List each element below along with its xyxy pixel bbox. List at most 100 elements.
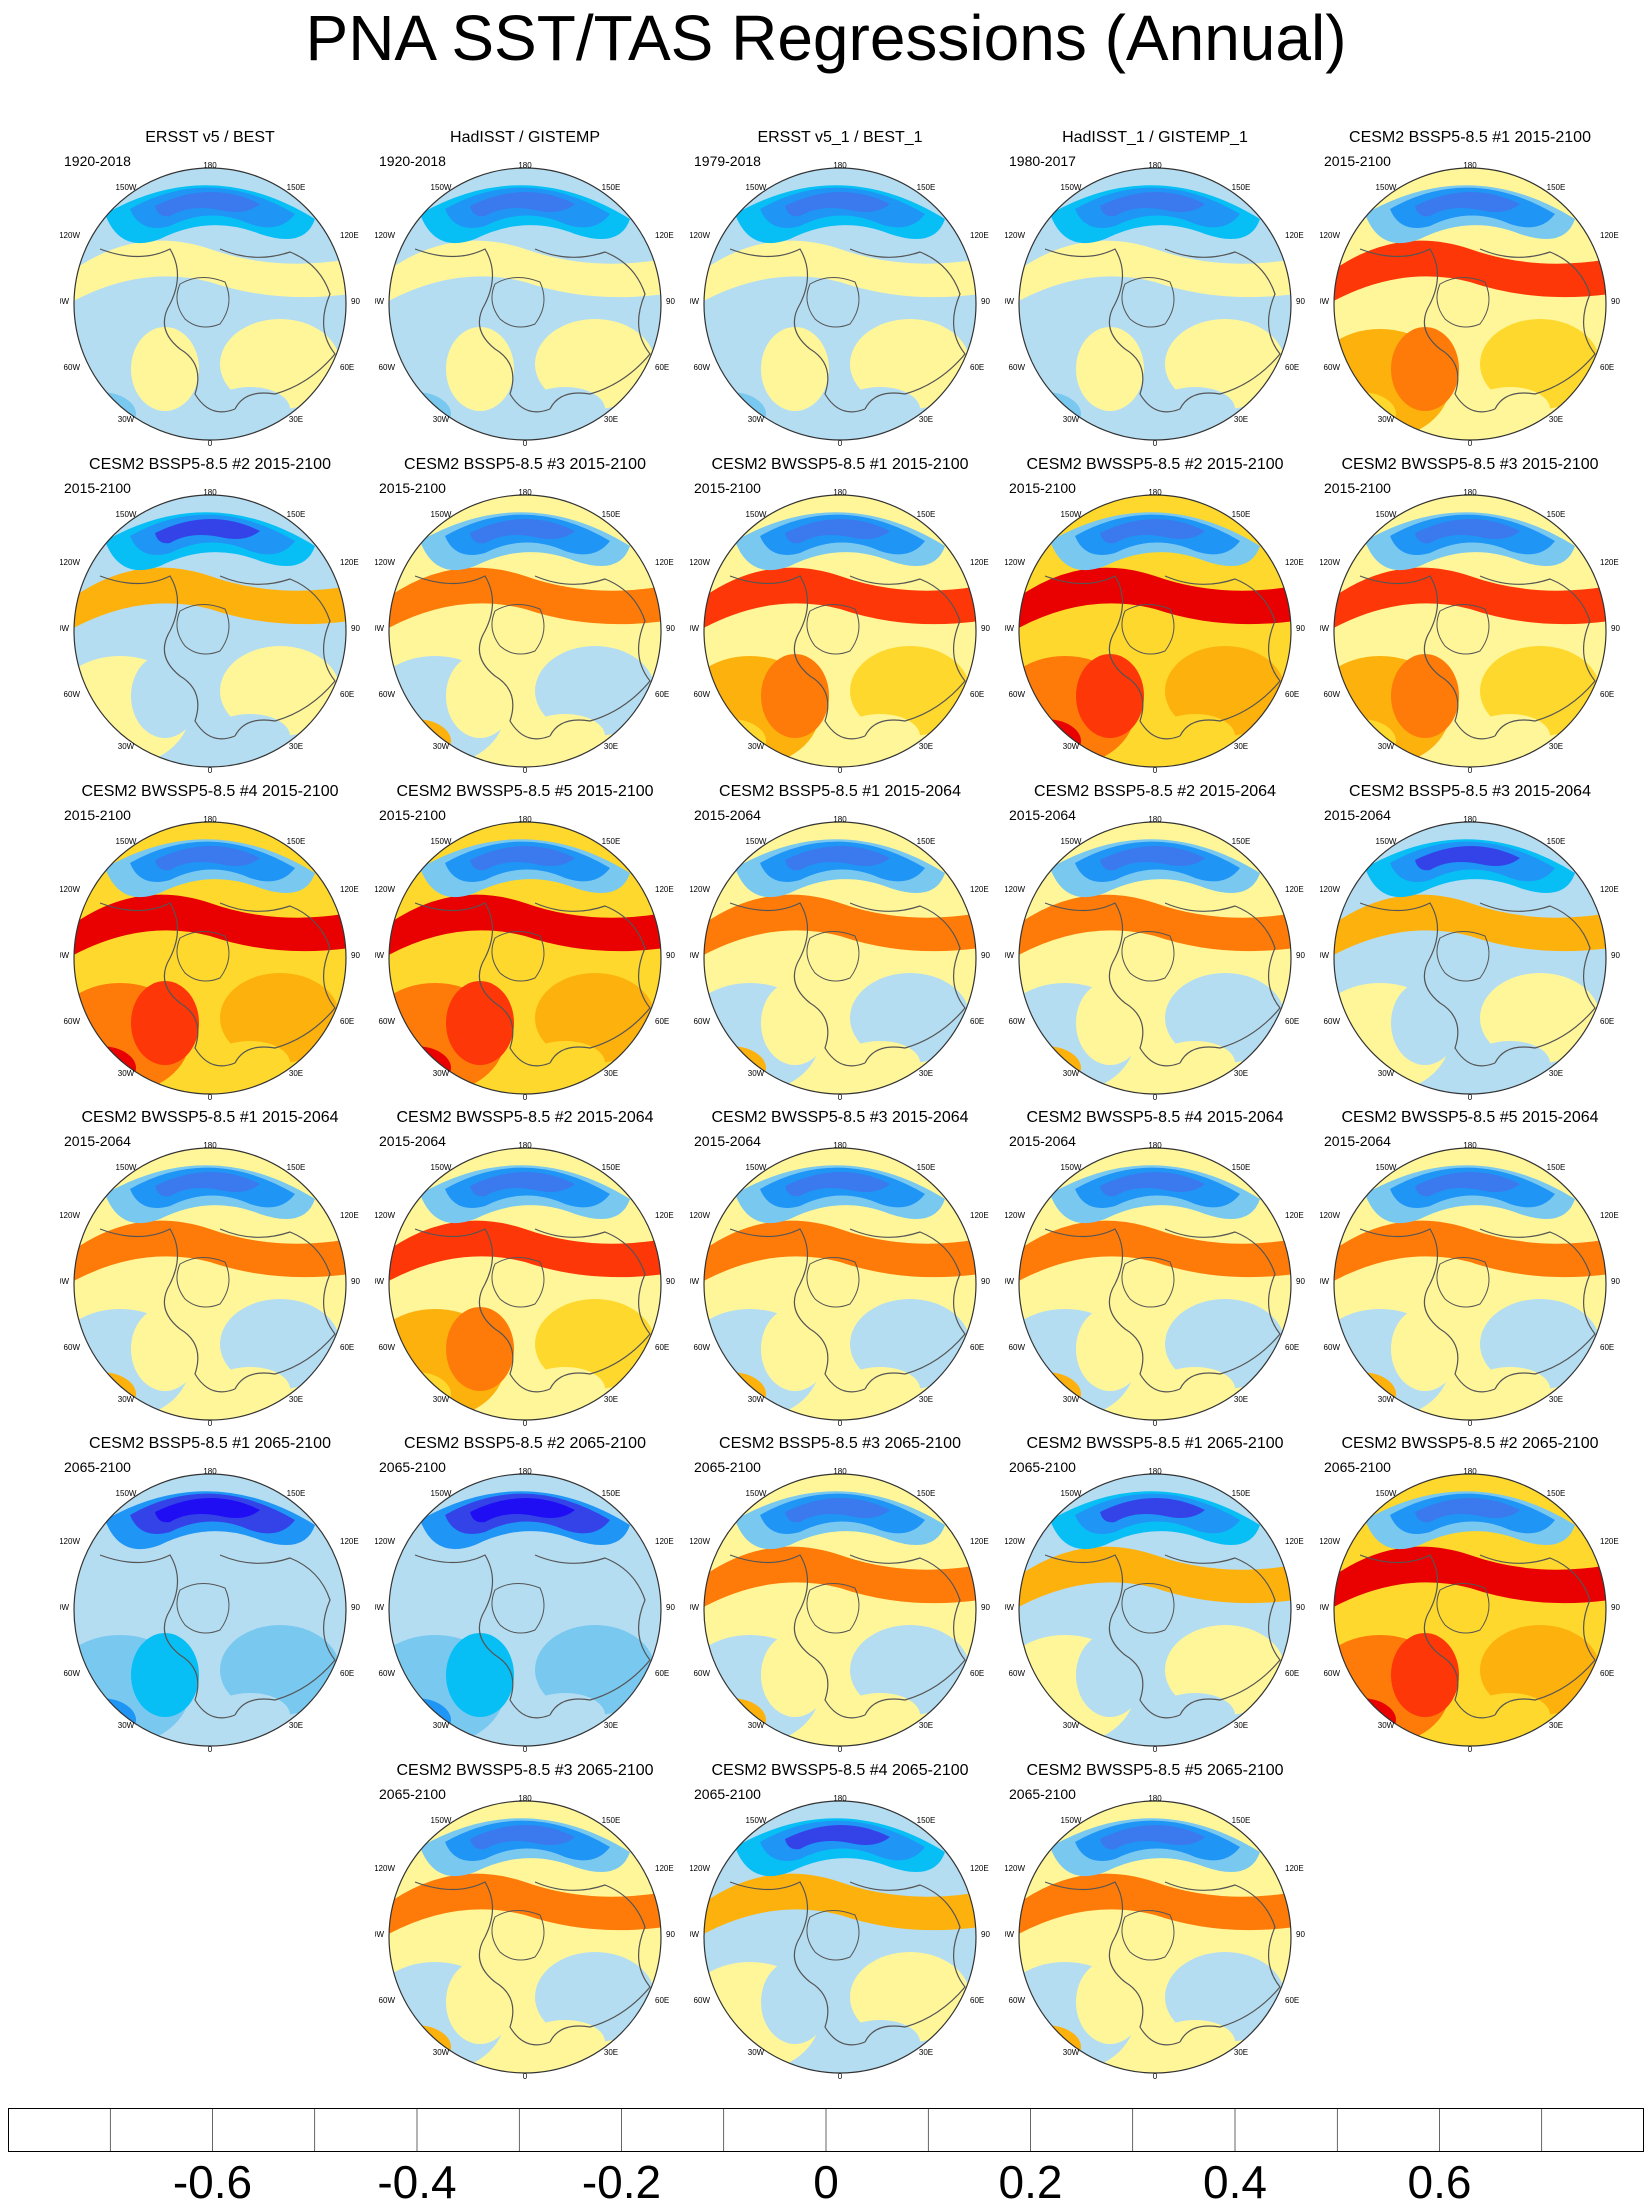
panel-title: CESM2 BSSP5-8.5 #3 2015-2064 — [1349, 783, 1591, 800]
coastline-americas — [414, 1228, 551, 1393]
longitude-label: 60W — [694, 1017, 711, 1026]
longitude-label: 150E — [287, 1489, 306, 1498]
longitude-label: 60E — [970, 1017, 984, 1026]
longitude-label: 180 — [1148, 815, 1162, 824]
longitude-label: 120E — [1285, 1537, 1304, 1546]
coastline-americas — [1359, 1554, 1496, 1719]
polar-map: 180 150E 120E 90E 60E 30E 0 30W 60W 90W 120W 150W — [60, 815, 360, 1102]
pacific-arc-core — [470, 1171, 575, 1197]
longitude-label: 150E — [1232, 1489, 1251, 1498]
longitude-label: 150W — [431, 510, 452, 519]
longitude-label: 0 — [838, 1419, 843, 1428]
longitude-label: 0 — [208, 1745, 213, 1754]
map-panel: CESM2 BWSSP5-8.5 #3 2015-2064 2015-2064 18… — [690, 1108, 990, 1434]
longitude-label: 120W — [690, 1537, 710, 1546]
coastline-arctic — [1121, 1583, 1175, 1634]
longitude-label: 30W — [118, 1721, 135, 1730]
longitude-label: 150W — [1061, 510, 1082, 519]
pacific-arc-core — [470, 191, 575, 217]
atlantic-anomaly-core — [446, 1307, 514, 1391]
longitude-label: 180 — [518, 1467, 532, 1476]
longitude-label: 90W — [1005, 297, 1014, 306]
longitude-label: 90W — [375, 1603, 384, 1612]
longitude-label: 90E — [666, 624, 675, 633]
longitude-label: 120E — [655, 1211, 674, 1220]
longitude-label: 60W — [694, 1669, 711, 1678]
panel-period: 2015-2064 — [694, 807, 761, 823]
colorbar-labels: -0.6 -0.4 -0.2 0 0.2 0.4 0.6 — [0, 2158, 1652, 2206]
coastline-arctic — [491, 1257, 545, 1308]
pacific-arc-core — [1415, 1497, 1520, 1523]
longitude-label: 0 — [1153, 2072, 1158, 2081]
longitude-label: 90W — [1005, 624, 1014, 633]
longitude-label: 90W — [60, 1277, 69, 1286]
coastline-eurasia — [849, 1228, 966, 1390]
longitude-label: 30E — [1549, 1069, 1563, 1078]
atlantic-anomaly-edge — [74, 1698, 136, 1742]
pacific-arc-core — [785, 518, 890, 544]
coastline-americas — [729, 575, 866, 740]
longitude-label: 90E — [351, 1277, 360, 1286]
longitude-label: 90W — [375, 1930, 384, 1939]
polar-map: 180 150E 120E 90E 60E 30E 0 30W 60W 90W 120W 150W — [375, 488, 675, 775]
longitude-label: 60W — [1009, 1996, 1026, 2005]
longitude-label: 90W — [60, 297, 69, 306]
panel-title: CESM2 BSSP5-8.5 #3 2065-2100 — [719, 1435, 961, 1452]
longitude-label: 180 — [203, 488, 217, 497]
longitude-label: 60W — [379, 1017, 396, 1026]
longitude-label: 150E — [1232, 510, 1251, 519]
polar-map: 180 150E 120E 90E 60E 30E 0 30W 60W 90W 120W 150W — [60, 161, 360, 448]
eurasia-anomaly — [1165, 973, 1285, 1063]
longitude-label: 0 — [1153, 1745, 1158, 1754]
longitude-label: 90E — [981, 1277, 990, 1286]
longitude-label: 90W — [1320, 297, 1329, 306]
atlantic-anomaly-core — [1391, 981, 1459, 1065]
panel-title: CESM2 BWSSP5-8.5 #3 2015-2064 — [711, 1109, 969, 1126]
longitude-label: 60W — [1009, 363, 1026, 372]
atlantic-anomaly-edge — [1334, 392, 1396, 436]
map-outline — [1018, 1147, 1292, 1421]
eurasia-anomaly-edge — [210, 714, 290, 758]
coastline-eurasia — [849, 902, 966, 1064]
map-panel: CESM2 BSSP5-8.5 #1 2015-2100 2015-2100 180… — [1320, 128, 1620, 454]
longitude-label: 120W — [690, 231, 710, 240]
panel-title: CESM2 BSSP5-8.5 #3 2015-2100 — [404, 456, 646, 473]
map-outline — [1333, 494, 1607, 768]
longitude-label: 150W — [431, 1489, 452, 1498]
coastline-americas — [729, 1228, 866, 1393]
longitude-label: 60E — [340, 1669, 354, 1678]
coastline-arctic — [491, 604, 545, 655]
eurasia-anomaly-edge — [1155, 387, 1235, 431]
polar-map: 180 150E 120E 90E 60E 30E 0 30W 60W 90W 120W 150W — [1005, 1794, 1305, 2081]
eurasia-anomaly-edge — [525, 1041, 605, 1085]
longitude-label: 90E — [351, 624, 360, 633]
eurasia-anomaly — [220, 646, 340, 736]
longitude-label: 120E — [655, 1537, 674, 1546]
map-panel: CESM2 BWSSP5-8.5 #1 2065-2100 2065-2100 18… — [1005, 1434, 1305, 1760]
coastline-americas — [1044, 1554, 1181, 1719]
eurasia-anomaly — [1165, 646, 1285, 736]
pacific-arc-core — [1100, 191, 1205, 217]
longitude-label: 120E — [340, 231, 359, 240]
atlantic-anomaly-edge — [389, 1372, 451, 1416]
longitude-label: 150E — [917, 1163, 936, 1172]
coastline-americas — [1359, 902, 1496, 1067]
longitude-label: 30E — [919, 1721, 933, 1730]
atlantic-anomaly-edge — [74, 392, 136, 436]
longitude-label: 120E — [655, 558, 674, 567]
panel-period: 2015-2100 — [1324, 480, 1391, 496]
longitude-label: 60W — [379, 1996, 396, 2005]
polar-map: 180 150E 120E 90E 60E 30E 0 30W 60W 90W 120W 150W — [1005, 1141, 1305, 1428]
coastline-arctic — [806, 1257, 860, 1308]
panel-period: 2015-2064 — [379, 1133, 446, 1149]
panel-title: CESM2 BWSSP5-8.5 #5 2015-2100 — [396, 783, 654, 800]
longitude-label: 60E — [1285, 1996, 1299, 2005]
atlantic-anomaly-edge — [389, 1046, 451, 1090]
eurasia-anomaly — [850, 319, 970, 409]
longitude-label: 30W — [748, 415, 765, 424]
coastline-americas — [1044, 902, 1181, 1067]
coastline-americas — [99, 248, 236, 413]
longitude-label: 0 — [1468, 1745, 1473, 1754]
atlantic-anomaly-core — [761, 1960, 829, 2044]
panel-title: ERSST v5_1 / BEST_1 — [757, 129, 923, 146]
